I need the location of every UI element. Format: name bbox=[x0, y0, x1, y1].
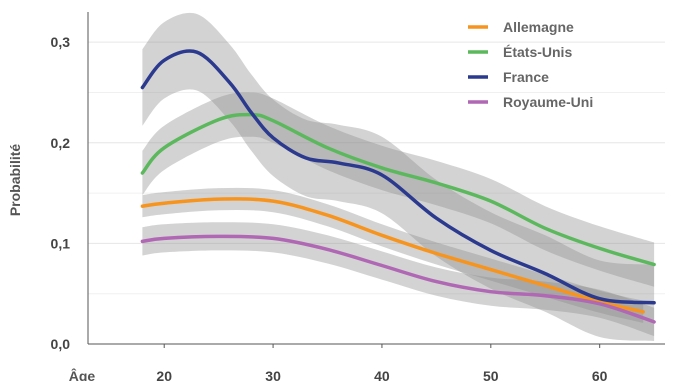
grid-lines bbox=[88, 41, 665, 295]
confidence-band bbox=[142, 92, 655, 287]
x-axis-label: Âge bbox=[69, 367, 96, 381]
confidence-bands bbox=[142, 12, 655, 342]
x-tick-label: 60 bbox=[592, 368, 608, 381]
series-line bbox=[140, 112, 656, 267]
x-tick-label: 40 bbox=[374, 368, 390, 381]
x-tick-labels: 20 30 40 50 60 bbox=[156, 344, 608, 381]
y-tick-label: 0,3 bbox=[51, 34, 71, 50]
y-tick-label: 0,0 bbox=[51, 336, 71, 352]
x-tick-label: 50 bbox=[483, 368, 499, 381]
series-lines bbox=[140, 49, 656, 324]
x-tick-label: 30 bbox=[265, 368, 281, 381]
legend-label: France bbox=[503, 69, 549, 85]
y-tick-label: 0,2 bbox=[51, 135, 71, 151]
y-tick-label: 0,1 bbox=[51, 235, 71, 251]
y-axis-label: Probabilité bbox=[7, 144, 23, 217]
legend-label: États-Unis bbox=[503, 44, 572, 60]
legend-label: Allemagne bbox=[503, 19, 574, 35]
series-line bbox=[140, 197, 645, 314]
confidence-band bbox=[142, 12, 655, 342]
x-tick-label: 20 bbox=[156, 368, 172, 381]
series-line bbox=[140, 234, 656, 324]
y-tick-labels: 0,0 0,1 0,2 0,3 bbox=[51, 34, 71, 352]
legend-label: Royaume-Uni bbox=[503, 94, 593, 110]
series-line bbox=[140, 49, 656, 305]
confidence-band bbox=[142, 222, 655, 336]
legend: Allemagne États-Unis France Royaume-Uni bbox=[468, 19, 593, 110]
